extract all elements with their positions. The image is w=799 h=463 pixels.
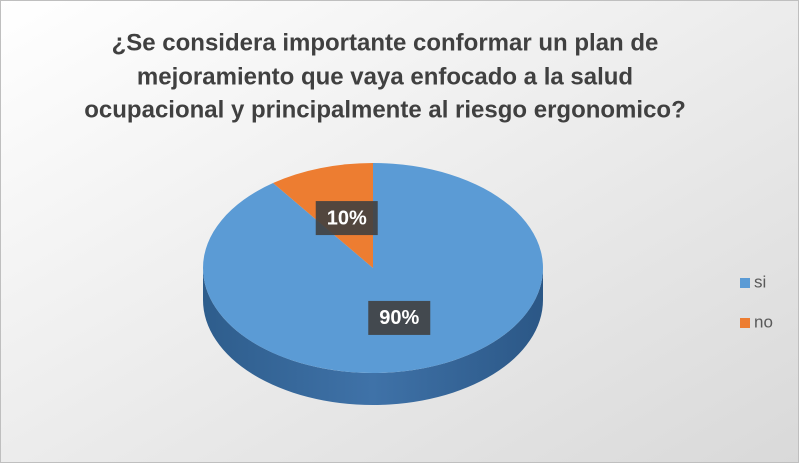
legend-swatch <box>740 278 750 288</box>
data-label-box <box>368 300 431 335</box>
legend-label: si <box>754 272 766 291</box>
data-label-box <box>315 201 378 236</box>
pie-side <box>203 268 543 405</box>
chart-title: mejoramiento que vaya enfocado a la salu… <box>137 63 633 90</box>
legend-label: no <box>754 312 773 331</box>
data-label: 90% <box>379 307 419 329</box>
chart-title: ¿Se considera importante conformar un pl… <box>112 29 659 56</box>
legend-swatch <box>740 318 750 328</box>
pie-slice <box>203 163 544 373</box>
data-label: 10% <box>327 207 367 229</box>
chart-title: ocupacional y principalmente al riesgo e… <box>84 96 685 123</box>
